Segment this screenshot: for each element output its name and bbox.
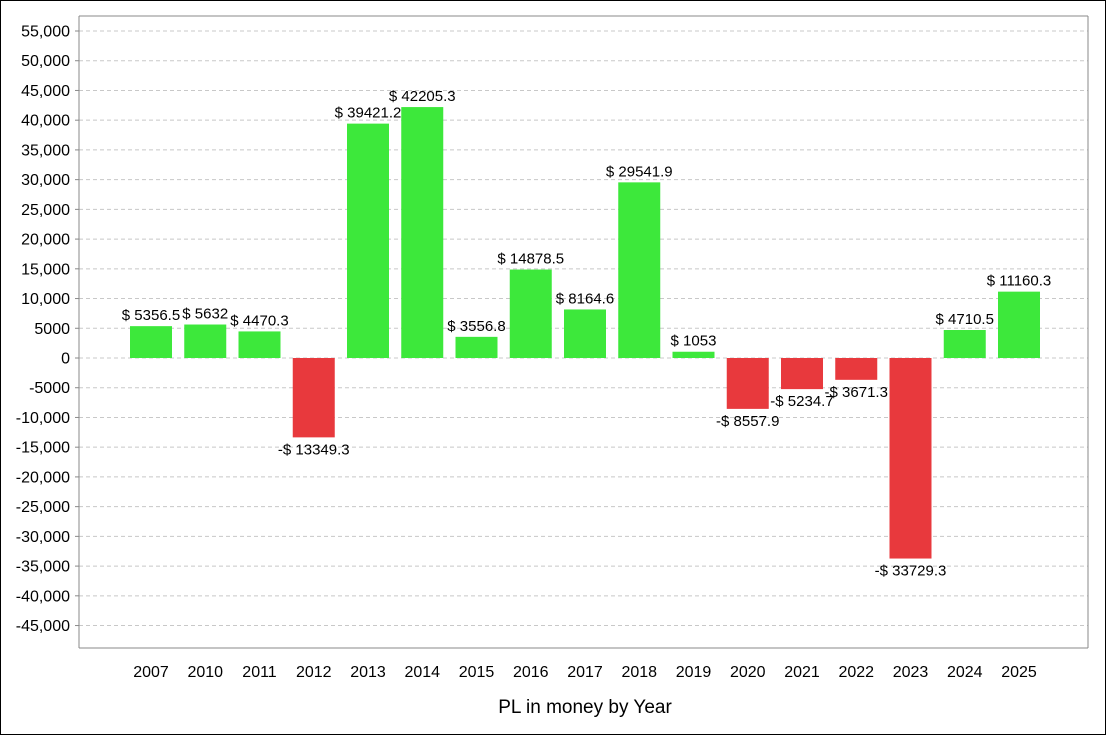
y-tick-label: -45,000	[16, 618, 70, 635]
y-tick-label: -30,000	[16, 529, 70, 546]
x-tick-label: 2015	[459, 664, 495, 681]
y-tick-label: 5000	[34, 321, 70, 338]
bar-2016	[509, 269, 552, 358]
y-tick-label: -35,000	[16, 559, 70, 576]
data-label-2023: -$ 33729.3	[875, 563, 947, 580]
bar-2017	[564, 309, 606, 358]
data-label-2007: $ 5356.5	[122, 307, 180, 324]
bar-2020	[726, 358, 769, 409]
bar-2007	[130, 326, 172, 358]
bar-2021	[781, 358, 823, 390]
y-tick-label: 10,000	[21, 291, 70, 308]
bar-2011	[238, 331, 281, 358]
bar-2019	[672, 351, 715, 358]
data-label-2015: $ 3556.8	[447, 318, 505, 335]
y-tick-label: -25,000	[16, 499, 70, 516]
data-labels: $ 5356.5 $ 5632 $ 4470.3 -$ 13349.3 $ 39421.…	[122, 88, 1051, 579]
y-tick-label: 45,000	[21, 83, 70, 100]
x-tick-label: 2013	[350, 664, 386, 681]
bar-2018	[618, 182, 661, 358]
bar-2015	[455, 336, 498, 358]
data-label-2018: $ 29541.9	[606, 163, 673, 180]
x-tick-label: 2016	[513, 664, 549, 681]
bar-2013	[347, 123, 389, 358]
y-tick-label: 20,000	[21, 232, 70, 249]
axes	[75, 15, 1089, 649]
x-tick-label: 2019	[676, 664, 712, 681]
x-tick-label: 2012	[296, 664, 332, 681]
data-label-2025: $ 11160.3	[987, 273, 1052, 290]
x-tick-label: 2020	[730, 664, 766, 681]
y-tick-label: -20,000	[16, 469, 70, 486]
data-label-2022: -$ 3671.3	[825, 384, 888, 401]
data-label-2016: $ 14878.5	[497, 251, 564, 268]
y-tick-label: 35,000	[21, 142, 70, 159]
bar-2022	[835, 358, 878, 380]
y-tick-label: -10,000	[16, 410, 70, 427]
data-label-2013: $ 39421.2	[335, 105, 402, 122]
y-tick-label: -15,000	[16, 440, 70, 457]
x-tick-label: 2025	[1001, 664, 1037, 681]
data-label-2012: -$ 13349.3	[278, 441, 350, 458]
bar-2025	[998, 291, 1040, 358]
data-label-2011: $ 4470.3	[230, 312, 288, 329]
data-label-2010: $ 5632	[182, 306, 228, 323]
data-label-2019: $ 1053	[671, 333, 717, 350]
bar-2010	[184, 324, 227, 358]
bar-2012	[292, 358, 335, 438]
y-tick-label: 50,000	[21, 53, 70, 70]
y-tick-label: 30,000	[21, 172, 70, 189]
x-tick-label: 2011	[242, 664, 277, 681]
y-tick-label: 55,000	[21, 24, 70, 41]
y-tick-label: -5000	[29, 380, 70, 397]
data-label-2020: -$ 8557.9	[716, 413, 779, 430]
y-tick-label: 40,000	[21, 113, 70, 130]
x-axis-tick-labels: 2007 2010 2011 2012 2013 2014 2015 2016 2017 2018…	[133, 664, 1037, 681]
y-tick-label: 15,000	[21, 261, 70, 278]
x-tick-label: 2018	[621, 664, 657, 681]
x-tick-label: 2021	[784, 664, 820, 681]
x-tick-label: 2022	[838, 664, 874, 681]
x-tick-label: 2007	[133, 664, 169, 681]
data-label-2014: $ 42205.3	[389, 88, 456, 105]
x-tick-label: 2014	[404, 664, 440, 681]
bar-2024	[943, 329, 986, 358]
y-axis-tick-labels: 55,000 50,000 45,000 40,000 35,000 30,000 25,0…	[16, 24, 70, 636]
bars	[130, 107, 1040, 559]
y-tick-label: 0	[61, 351, 70, 368]
data-label-2017: $ 8164.6	[556, 290, 614, 307]
x-tick-label: 2010	[187, 664, 223, 681]
data-label-2024: $ 4710.5	[936, 311, 994, 328]
y-tick-label: -40,000	[16, 588, 70, 605]
grid-lines	[79, 30, 1088, 627]
data-label-2021: -$ 5234.7	[770, 393, 833, 410]
bar-2014	[401, 107, 444, 358]
x-tick-label: 2024	[947, 664, 983, 681]
bar-2023	[889, 358, 932, 559]
x-tick-label: 2017	[567, 664, 603, 681]
x-axis-title: PL in money by Year	[498, 697, 672, 718]
y-tick-label: 25,000	[21, 202, 70, 219]
x-tick-label: 2023	[893, 664, 929, 681]
